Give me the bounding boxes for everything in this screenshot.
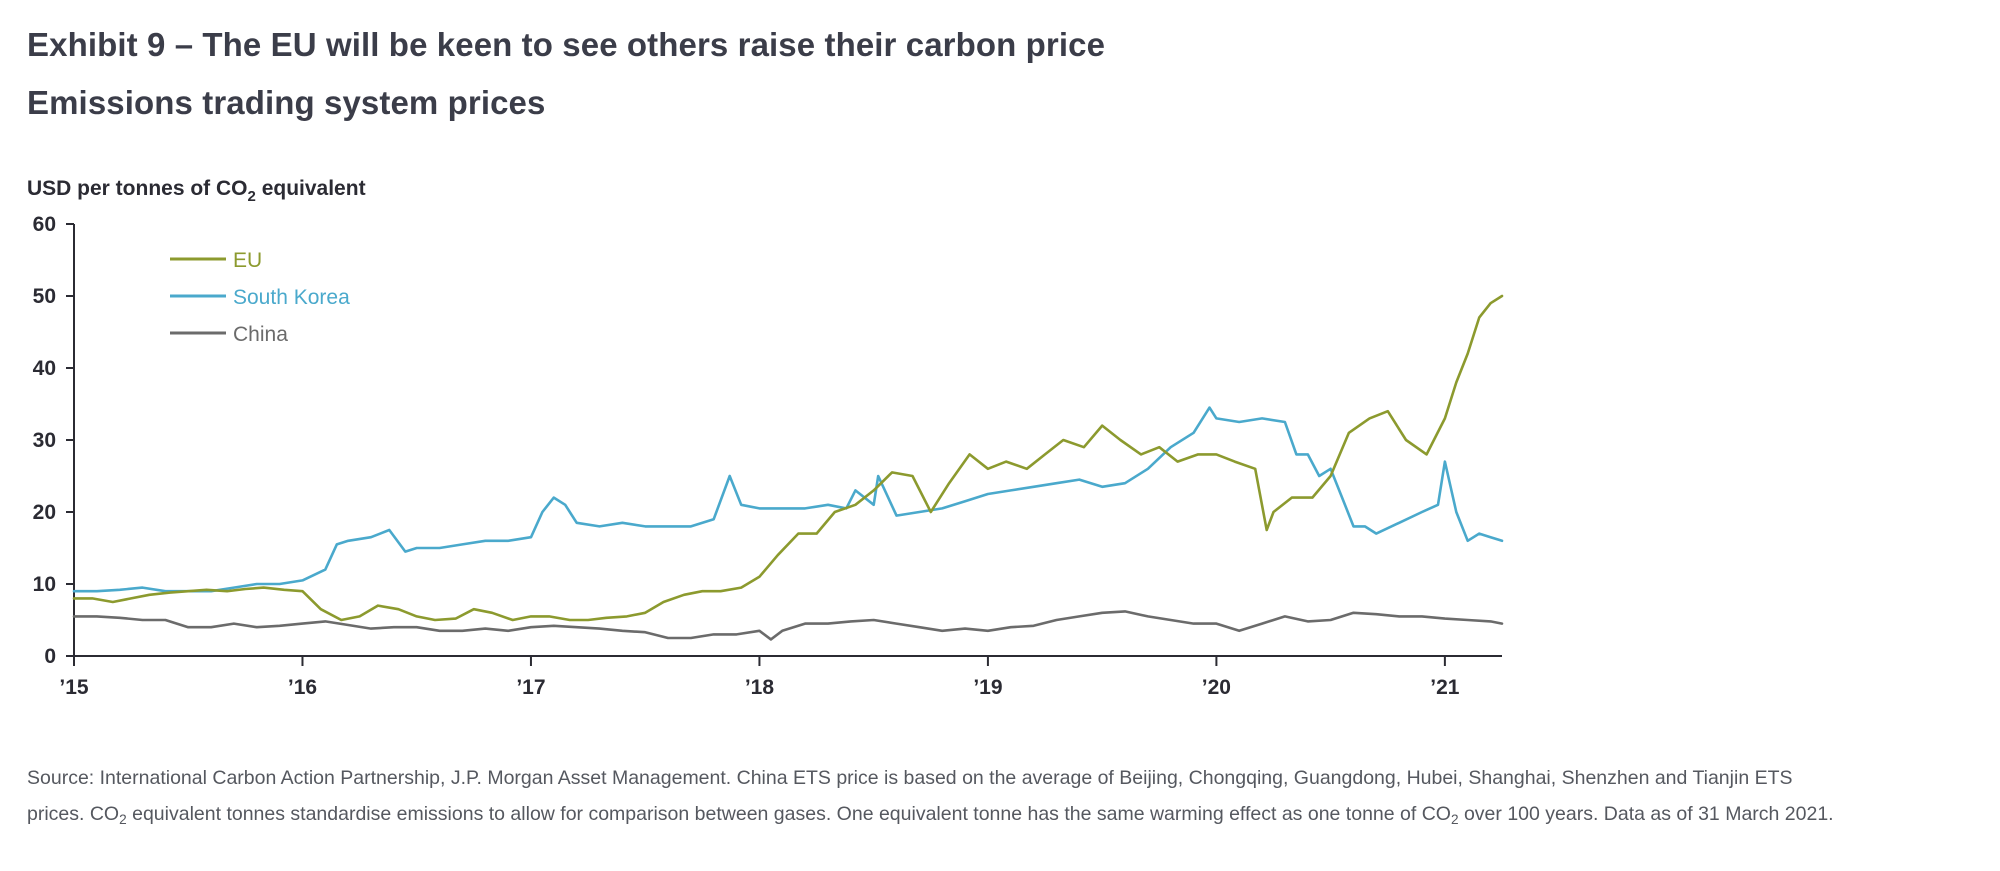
chart-title: Exhibit 9 – The EU will be keen to see o… <box>27 26 1106 63</box>
y-tick-label: 50 <box>33 285 56 308</box>
y-tick-label: 60 <box>33 213 56 236</box>
x-tick-label: ’16 <box>288 676 317 699</box>
series-line-eu <box>72 294 1504 622</box>
y-axis-label: USD per tonnes of CO2 equivalent <box>27 177 366 205</box>
x-tick-label: ’15 <box>59 676 89 699</box>
x-tick-label: ’19 <box>973 676 1002 699</box>
x-tick-label: ’17 <box>516 676 545 699</box>
legend-label: South Korea <box>233 286 350 309</box>
y-tick-label: 30 <box>33 429 56 452</box>
footnote-line-1: Source: International Carbon Action Part… <box>27 767 1793 789</box>
series-line-china <box>72 610 1504 641</box>
legend: EU South Korea China <box>170 249 350 346</box>
y-axis: 0 10 20 30 40 50 60 <box>33 213 75 668</box>
series-layer <box>72 294 1504 641</box>
y-tick-label: 10 <box>33 573 56 596</box>
x-tick-label: ’21 <box>1430 676 1460 699</box>
y-tick-label: 20 <box>33 501 56 524</box>
legend-label: EU <box>233 249 262 272</box>
source-footnote: Source: International Carbon Action Part… <box>27 760 1987 832</box>
x-tick-label: ’18 <box>745 676 775 699</box>
y-tick-label: 0 <box>44 645 56 668</box>
x-tick-label: ’20 <box>1202 676 1231 699</box>
footnote-line-2: prices. CO2 equivalent tonnes standardis… <box>27 803 1834 827</box>
y-tick-label: 40 <box>33 357 56 380</box>
x-axis: ’15 ’16 ’17 ’18 ’19 ’20 ’21 <box>59 655 1502 699</box>
chart-subtitle: Emissions trading system prices <box>27 84 546 121</box>
legend-label: China <box>233 323 288 346</box>
line-chart: USD per tonnes of CO2 equivalent 0 10 20 30… <box>27 177 1504 699</box>
